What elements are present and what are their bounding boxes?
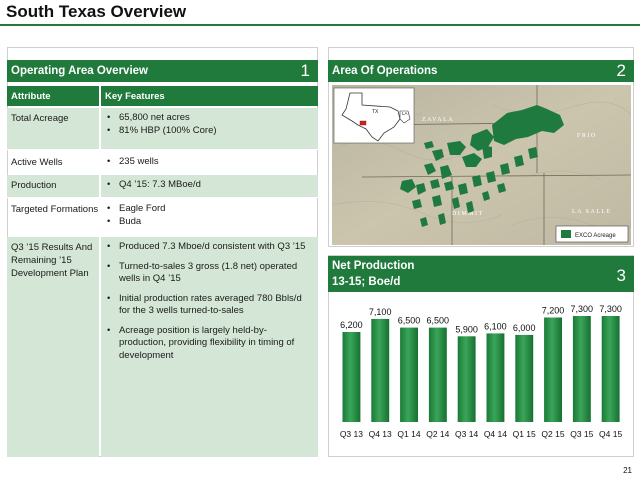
- table-row: Q3 ’15 Results And Remaining ’15 Develop…: [7, 237, 318, 457]
- panel-number-3: 3: [616, 266, 626, 285]
- row-attribute: Active Wells: [11, 157, 63, 168]
- map-label-tx: TX: [372, 109, 379, 115]
- column-header-key-features: Key Features: [101, 86, 318, 106]
- feature-item: Q4 ’15: 7.3 MBoe/d: [107, 179, 312, 192]
- row-features: Q4 ’15: 7.3 MBoe/d: [101, 175, 318, 198]
- row-attribute: Total Acreage: [7, 108, 99, 150]
- row-divider: [7, 149, 318, 150]
- bar-value-label: 5,900: [455, 324, 478, 334]
- chart-bar: [400, 327, 418, 422]
- legend-label: EXCO Acreage: [575, 233, 616, 239]
- category-tick-label: Q3 13: [340, 429, 363, 439]
- feature-item: 81% HBP (100% Core): [107, 125, 312, 138]
- chart-bar: [486, 333, 505, 422]
- table-row: Active Wells 235 wells: [7, 152, 318, 175]
- row-features: 65,800 net acres 81% HBP (100% Core): [101, 108, 318, 150]
- bar-value-label: 7,100: [369, 307, 392, 317]
- map-label-la-salle: LA SALLE: [572, 209, 612, 215]
- chart-bar: [457, 336, 476, 422]
- table-row: Total Acreage 65,800 net acres 81% HBP (…: [7, 108, 318, 150]
- map-legend: EXCO Acreage: [555, 225, 629, 243]
- map-label-frio: FRIO: [577, 133, 597, 139]
- row-features: 235 wells: [101, 152, 318, 175]
- column-header-attribute: Attribute: [7, 86, 99, 106]
- feature-item: Eagle Ford: [107, 203, 312, 216]
- operating-area-panel: Operating Area Overview 1 Attribute Key …: [7, 47, 318, 457]
- bar-value-label: 7,300: [599, 304, 622, 314]
- bar-value-label: 6,000: [513, 323, 536, 333]
- chart-title-line2: 13-15; Boe/d: [332, 276, 401, 288]
- area-of-operations-header: Area Of Operations 2: [328, 60, 634, 82]
- legend-swatch: [561, 230, 571, 238]
- chart-bar: [428, 327, 447, 422]
- table-row: Targeted Formations Eagle Ford Buda: [7, 199, 318, 236]
- bar-value-label: 7,300: [571, 304, 594, 314]
- map-label-zavala: ZAVALA: [422, 117, 454, 123]
- chart-bar: [601, 316, 620, 422]
- row-features: Eagle Ford Buda: [101, 199, 318, 236]
- net-production-chart: 6,200 Q3 13 7,100 Q4 13 6,500 Q1 14 6,500 Q2 14…: [340, 304, 623, 439]
- feature-item: Turned-to-sales 3 gross (1.8 net) operat…: [107, 261, 312, 286]
- bar-value-label: 6,200: [340, 320, 363, 330]
- bar-value-label: 6,100: [484, 321, 507, 331]
- feature-item: Initial production rates averaged 780 Bb…: [107, 293, 312, 318]
- title-divider: [0, 24, 640, 26]
- category-tick-label: Q1 14: [397, 429, 420, 439]
- category-tick-label: Q1 15: [513, 429, 536, 439]
- chart-title-line1: Net Production: [332, 260, 415, 272]
- feature-item: Produced 7.3 Mboe/d consistent with Q3 ’…: [107, 241, 312, 254]
- category-tick-label: Q4 15: [599, 429, 622, 439]
- category-tick-label: Q2 14: [426, 429, 449, 439]
- bar-value-label: 6,500: [427, 316, 450, 326]
- panel-number-2: 2: [616, 61, 626, 80]
- bar-value-label: 6,500: [398, 316, 421, 326]
- feature-item: 65,800 net acres: [107, 112, 312, 125]
- chart-bar: [371, 318, 390, 422]
- row-attribute: Production: [7, 175, 99, 198]
- area-of-operations-title: Area Of Operations: [332, 65, 438, 77]
- net-production-header: Net Production 13-15; Boe/d 3: [328, 256, 634, 292]
- category-tick-label: Q4 14: [484, 429, 507, 439]
- slide-title: South Texas Overview: [6, 2, 187, 21]
- panel-number-1: 1: [300, 61, 310, 80]
- operations-map: TX LA ZAVALA FRIO DIMMIT LA SALLE: [332, 85, 631, 245]
- feature-item: 235 wells: [107, 156, 312, 169]
- row-attribute: Q3 ’15 Results And Remaining ’15 Develop…: [7, 237, 99, 457]
- category-tick-label: Q2 15: [541, 429, 564, 439]
- row-features: Produced 7.3 Mboe/d consistent with Q3 ’…: [101, 237, 318, 457]
- feature-item: Buda: [107, 216, 312, 229]
- chart-bar: [544, 317, 562, 422]
- category-tick-label: Q3 14: [455, 429, 478, 439]
- operating-area-title: Operating Area Overview: [11, 65, 148, 77]
- net-production-panel: Net Production 13-15; Boe/d 3 6,200 Q3 13…: [328, 255, 634, 457]
- exco-acreage-areas: [400, 105, 564, 227]
- chart-bar: [572, 316, 591, 422]
- table-row: Production Q4 ’15: 7.3 MBoe/d: [7, 175, 318, 198]
- operating-area-header: Operating Area Overview 1: [7, 60, 318, 82]
- row-attribute: Targeted Formations: [11, 204, 99, 215]
- chart-bar: [342, 332, 361, 422]
- map-label-la: LA: [402, 111, 408, 116]
- bar-value-label: 7,200: [542, 306, 565, 316]
- category-tick-label: Q3 15: [570, 429, 593, 439]
- page-number: 21: [623, 466, 632, 475]
- area-of-operations-panel: Area Of Operations 2: [328, 47, 634, 247]
- row-divider: [7, 197, 318, 198]
- texas-inset-map: TX LA: [333, 87, 415, 144]
- map-label-dimmit: DIMMIT: [452, 211, 484, 217]
- feature-item: Acreage position is largely held-by-prod…: [107, 325, 312, 363]
- category-tick-label: Q4 13: [369, 429, 392, 439]
- chart-bar: [515, 334, 534, 422]
